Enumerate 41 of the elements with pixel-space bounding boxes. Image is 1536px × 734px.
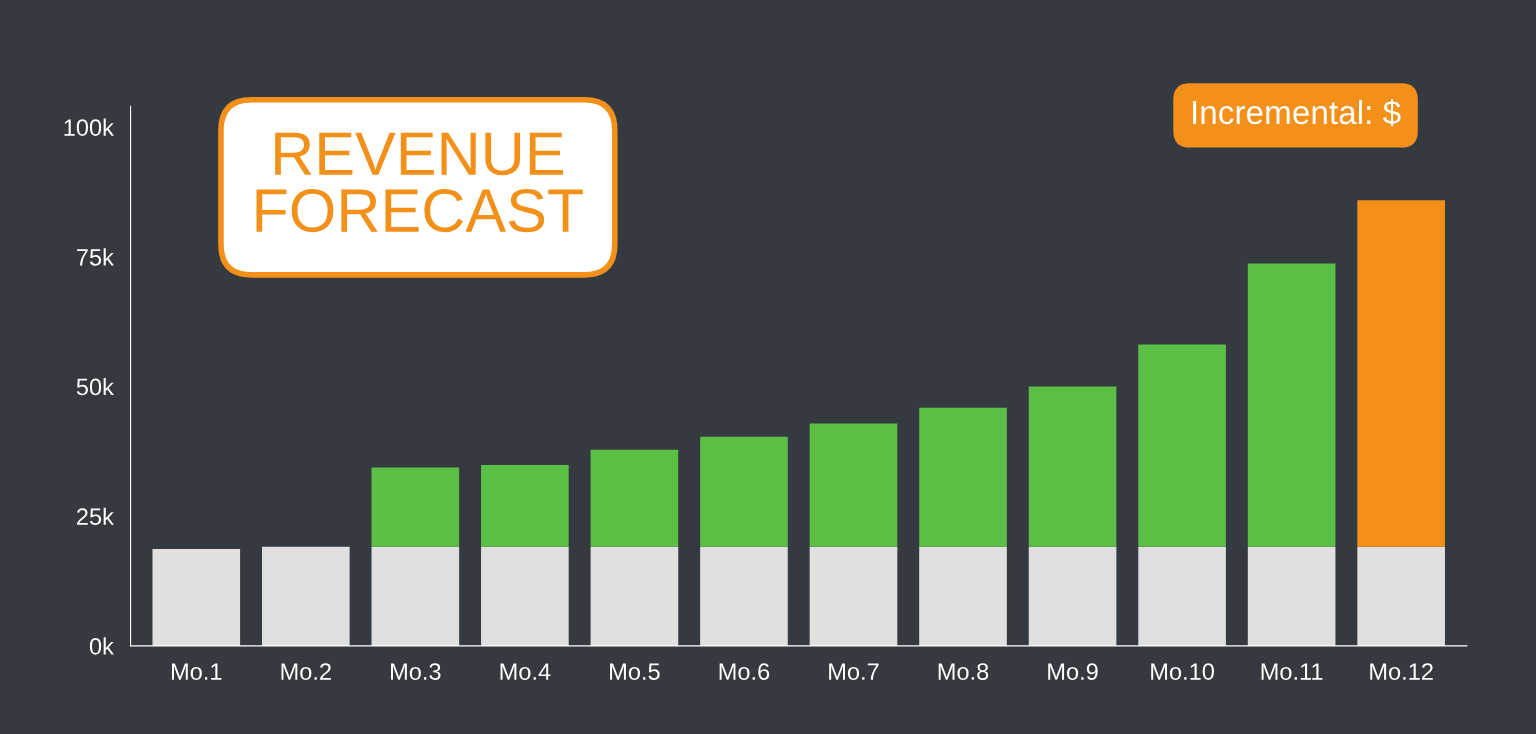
bar [809, 423, 898, 547]
bar [1357, 200, 1445, 547]
y-tick-label: 75k [77, 248, 114, 266]
bar [481, 464, 569, 547]
x-tick-label: Mo.4 [500, 663, 551, 680]
bar [152, 548, 241, 646]
y-tick-label: 100k [64, 118, 114, 136]
y-tick-label: 0k [89, 637, 114, 655]
x-tick-label: Mo.5 [610, 663, 660, 680]
bar [371, 546, 460, 646]
bar [1247, 546, 1336, 646]
bar [590, 546, 679, 646]
bar [262, 546, 350, 646]
x-tick-label: Mo.8 [938, 663, 989, 680]
x-tick-label: Mo.3 [391, 663, 441, 680]
x-tick-label: Mo.2 [281, 663, 331, 680]
bar [700, 436, 788, 547]
x-tick-label: Mo.11 [1261, 663, 1323, 680]
x-tick-label: Mo.7 [829, 663, 879, 680]
bar [1138, 546, 1226, 646]
bar [700, 546, 788, 646]
x-tick-label: Mo.1 [171, 663, 222, 680]
annotation: Incremental: $ [1193, 99, 1401, 127]
x-tick-label: Mo.10 [1151, 663, 1214, 680]
y-tick-label: 25k [77, 507, 114, 526]
y-tick-label: 50k [76, 377, 114, 396]
bar [481, 546, 569, 646]
x-tick-label: Mo.6 [719, 663, 770, 680]
bar [1357, 546, 1445, 646]
x-tick-label: Mo.12 [1370, 663, 1433, 680]
bar [1028, 386, 1117, 547]
bar [1247, 263, 1336, 547]
x-tick-label: Mo.9 [1048, 663, 1098, 680]
bar [919, 407, 1007, 547]
bar [1028, 546, 1117, 646]
bar [809, 546, 898, 646]
bar [1138, 344, 1226, 547]
text: REVENUE FORECAST [256, 132, 583, 233]
bar [590, 449, 679, 547]
bar [919, 546, 1007, 646]
bar [371, 467, 460, 547]
